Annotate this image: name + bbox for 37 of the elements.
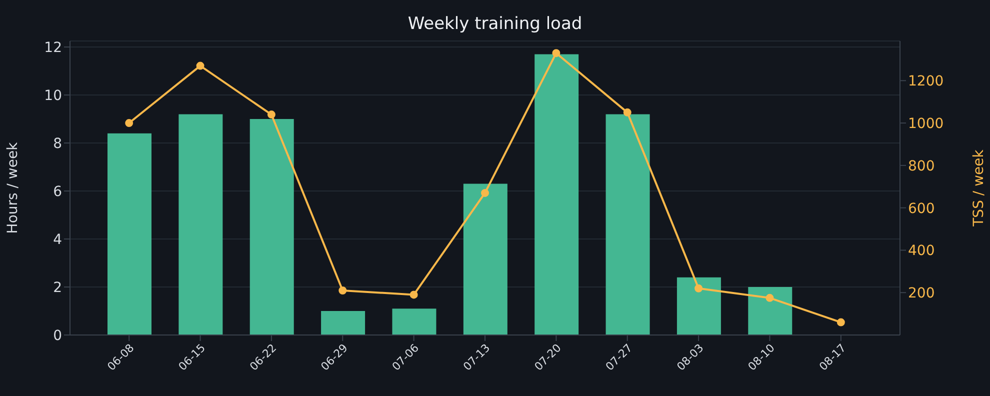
point [338,286,347,294]
y-tick-label: 12 [44,40,62,56]
bar [534,54,579,335]
bar [676,277,721,335]
point [766,294,774,302]
y-tick-label: 6 [53,184,62,200]
bar [392,308,436,335]
y-axis-title: Hours / week [4,141,21,234]
y2-axis-title: TSS / week [970,148,987,228]
y-tick-label: 8 [53,136,62,152]
point [267,110,276,119]
bar [250,119,294,335]
y2-tick-label: 400 [908,243,935,260]
point [836,318,845,326]
bar [107,133,152,335]
point [125,119,134,128]
y2-tick-label: 600 [908,200,935,217]
point [481,188,489,197]
y2-tick-label: 1000 [908,116,944,132]
bar [606,114,650,335]
y-tick-label: 10 [44,88,62,104]
chart-title: Weekly training load [406,14,584,34]
y-tick-label: 0 [53,328,62,344]
point [410,290,418,299]
bar [463,184,508,335]
bar [748,287,792,335]
y2-tick-label: 1200 [908,74,944,90]
bar [178,114,223,335]
bar [321,311,366,335]
y2-tick-label: 800 [908,158,935,174]
y-tick-label: 4 [53,232,62,248]
y-tick-label: 2 [53,280,62,296]
point [694,284,703,292]
point [196,62,204,70]
y2-tick-label: 200 [908,286,935,302]
point [623,108,632,116]
point [552,49,560,58]
